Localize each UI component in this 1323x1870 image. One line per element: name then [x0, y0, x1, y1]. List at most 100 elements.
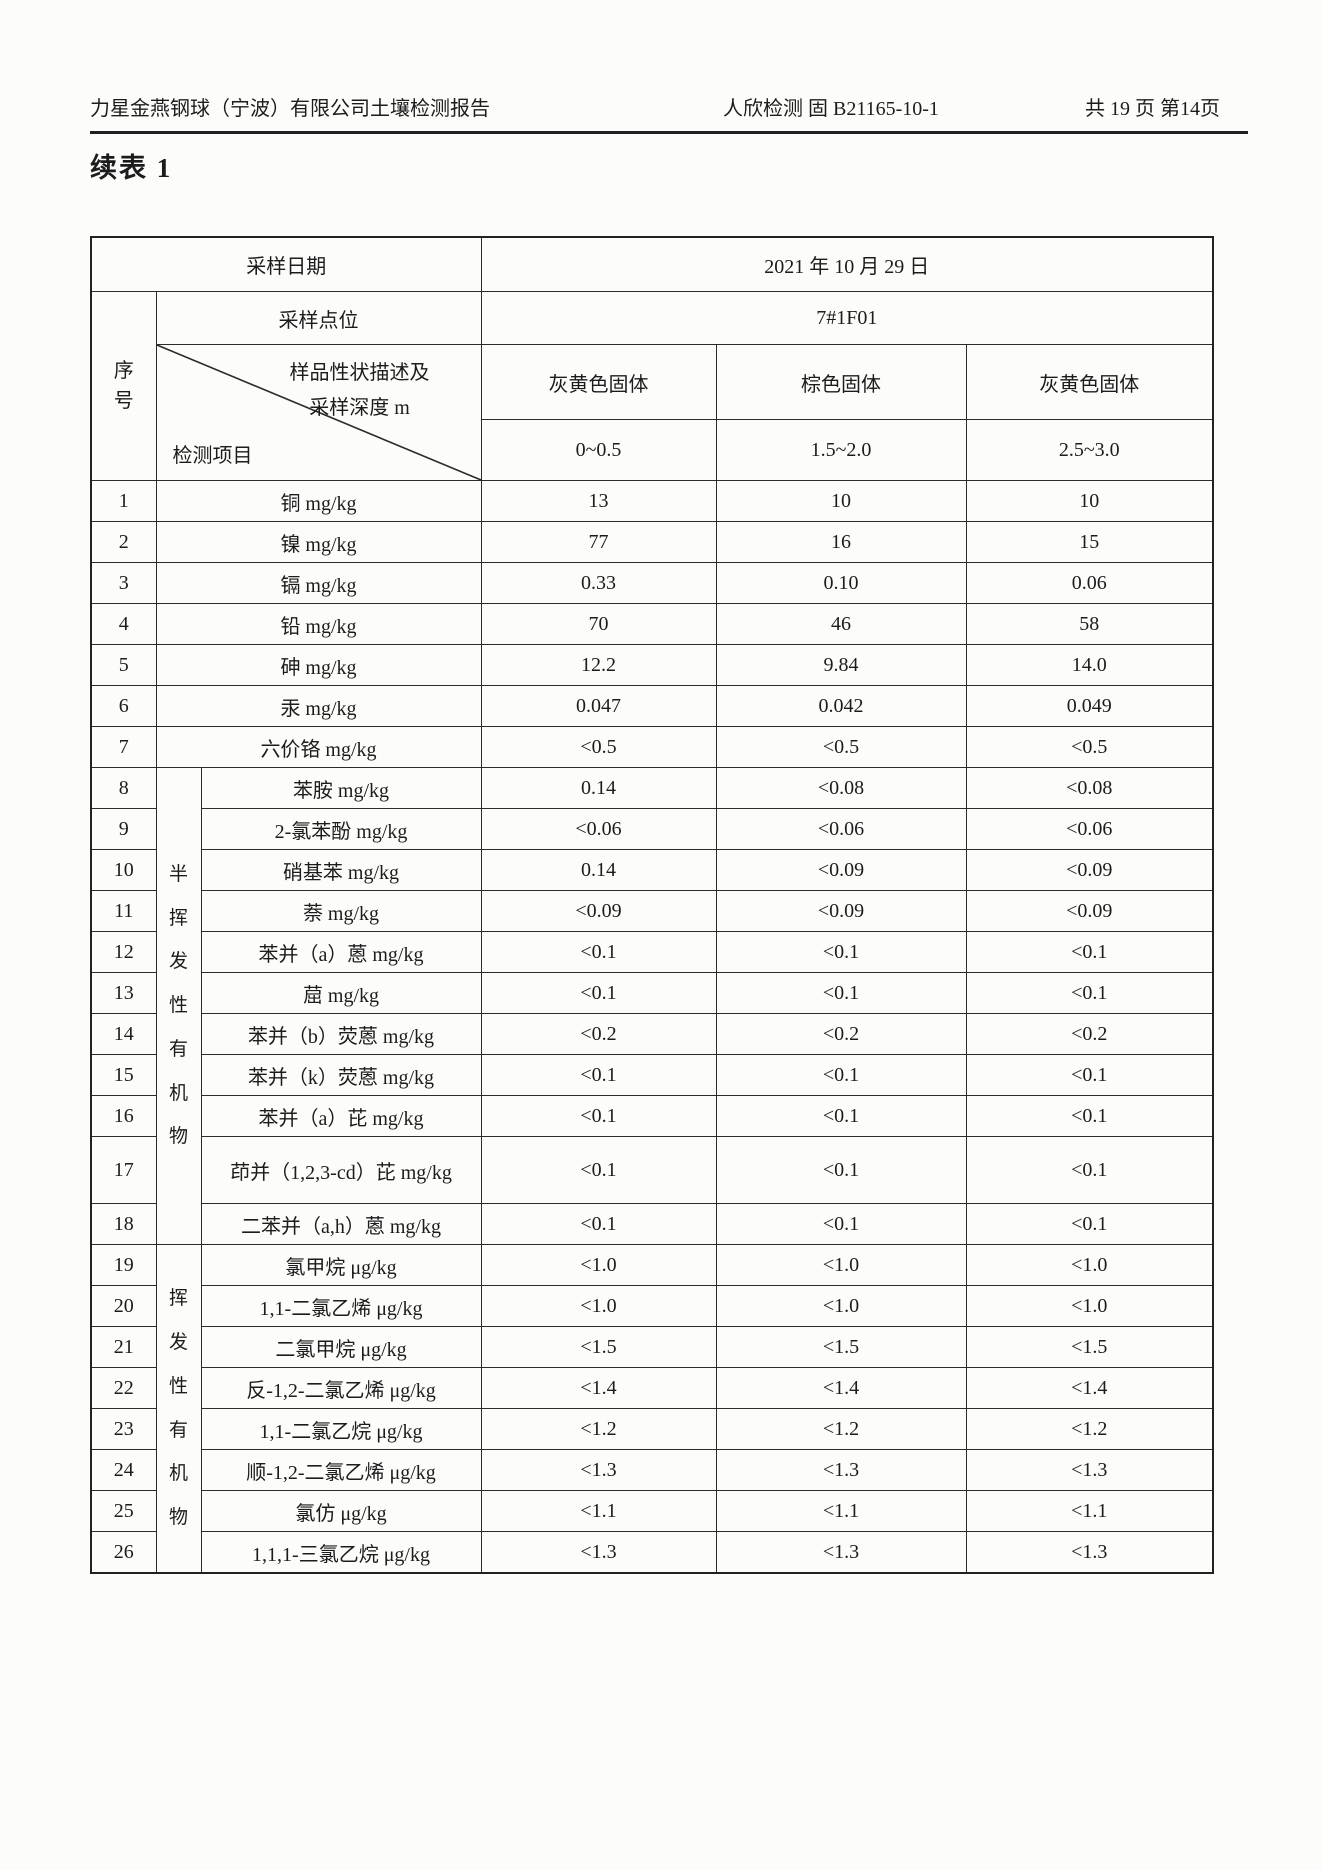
value-cell: 0.33 [480, 562, 717, 604]
value-cell: 0.047 [480, 685, 717, 727]
value-cell: <1.4 [715, 1367, 967, 1409]
value-cell: <1.0 [715, 1285, 967, 1327]
group-label-voc: 挥发性有机物 [168, 1288, 188, 1528]
value-cell: <0.09 [965, 890, 1214, 932]
value-cell: 10 [965, 480, 1214, 522]
value-cell: 9.84 [715, 644, 967, 686]
sample-description: 灰黄色固体 [480, 344, 717, 420]
value-cell: <0.09 [965, 849, 1214, 891]
table-row: 5 砷 mg/kg 12.2 9.84 14.0 [90, 644, 1214, 686]
depth-value: 0~0.5 [480, 419, 717, 481]
soil-test-table: 采样日期 2021 年 10 月 29 日 序号 采样点位 7#1F01 样品性… [90, 236, 1215, 1574]
value-cell: <0.5 [965, 726, 1214, 768]
table-row: 24 顺-1,2-二氯乙烯 μg/kg <1.3 <1.3 <1.3 [90, 1449, 1214, 1491]
analyte-label: 萘 mg/kg [200, 890, 482, 932]
header-report-number: 人欣检测 固 B21165-10-1 [723, 98, 939, 120]
analyte-label: 1,1-二氯乙烯 μg/kg [200, 1285, 482, 1327]
analyte-label: 2-氯苯酚 mg/kg [200, 808, 482, 850]
value-cell: <0.1 [715, 931, 967, 973]
row-no: 8 [90, 767, 157, 809]
value-cell: <1.4 [480, 1367, 717, 1409]
table-row: 10 硝基苯 mg/kg 0.14 <0.09 <0.09 [90, 849, 1214, 891]
value-cell: <1.0 [715, 1244, 967, 1286]
group-cell-svoc: 半挥发性有机物 [155, 767, 202, 1245]
row-no: 1 [90, 480, 157, 522]
diagonal-top-label: 样品性状描述及 采样深度 m [245, 356, 475, 426]
value-cell: 15 [965, 521, 1214, 563]
value-cell: <0.1 [480, 1054, 717, 1096]
value-cell: <1.3 [965, 1449, 1214, 1491]
table-row: 21 二氯甲烷 μg/kg <1.5 <1.5 <1.5 [90, 1326, 1214, 1368]
table-row: 17 茚并（1,2,3-cd）芘 mg/kg <0.1 <0.1 <0.1 [90, 1136, 1214, 1204]
analyte-label: 䓛 mg/kg [200, 972, 482, 1014]
value-cell: <0.08 [965, 767, 1214, 809]
value-cell: <0.1 [715, 972, 967, 1014]
value-cell: 0.14 [480, 849, 717, 891]
value-cell: <1.0 [965, 1285, 1214, 1327]
sampling-date-label: 采样日期 [90, 236, 482, 292]
value-cell: <0.1 [480, 1136, 717, 1204]
row-no: 6 [90, 685, 157, 727]
value-cell: <0.2 [965, 1013, 1214, 1055]
value-cell: <1.1 [715, 1490, 967, 1532]
row-no: 23 [90, 1408, 157, 1450]
table-row: 4 铅 mg/kg 70 46 58 [90, 603, 1214, 645]
sample-description-row: 样品性状描述及 采样深度 m 检测项目 灰黄色固体 棕色固体 灰黄色固体 [91, 344, 1214, 481]
analyte-label: 六价铬 mg/kg [155, 726, 482, 768]
row-no: 4 [90, 603, 157, 645]
value-cell: <0.09 [480, 890, 717, 932]
analyte-label: 顺-1,2-二氯乙烯 μg/kg [200, 1449, 482, 1491]
analyte-label: 反-1,2-二氯乙烯 μg/kg [200, 1367, 482, 1409]
analyte-label: 氯仿 μg/kg [200, 1490, 482, 1532]
table-row: 9 2-氯苯酚 mg/kg <0.06 <0.06 <0.06 [90, 808, 1214, 850]
header-page-count: 共 19 页 第14页 [1085, 98, 1220, 120]
table-row: 11 萘 mg/kg <0.09 <0.09 <0.09 [90, 890, 1214, 932]
analyte-label: 苯并（b）荧蒽 mg/kg [200, 1013, 482, 1055]
table-row: 3 镉 mg/kg 0.33 0.10 0.06 [90, 562, 1214, 604]
table-row: 25 氯仿 μg/kg <1.1 <1.1 <1.1 [90, 1490, 1214, 1532]
value-cell: 12.2 [480, 644, 717, 686]
value-cell: <0.1 [965, 1095, 1214, 1137]
depth-value: 2.5~3.0 [965, 419, 1214, 481]
row-no: 21 [90, 1326, 157, 1368]
analyte-label: 苯并（a）芘 mg/kg [200, 1095, 482, 1137]
value-cell: 14.0 [965, 644, 1214, 686]
sampling-date-value: 2021 年 10 月 29 日 [480, 236, 1214, 292]
running-header: 力星金燕钢球（宁波）有限公司土壤检测报告 人欣检测 固 B21165-10-1 … [90, 96, 1248, 134]
table-row: 20 1,1-二氯乙烯 μg/kg <1.0 <1.0 <1.0 [90, 1285, 1214, 1327]
value-cell: <1.0 [480, 1244, 717, 1286]
analyte-label: 铜 mg/kg [155, 480, 482, 522]
row-no: 19 [90, 1244, 157, 1286]
value-cell: <0.5 [480, 726, 717, 768]
row-no: 13 [90, 972, 157, 1014]
row-no: 17 [90, 1136, 157, 1204]
value-cell: <0.06 [965, 808, 1214, 850]
value-cell: <0.1 [715, 1054, 967, 1096]
sample-description: 棕色固体 [715, 344, 967, 420]
value-cell: <1.0 [480, 1285, 717, 1327]
analyte-label: 二氯甲烷 μg/kg [200, 1326, 482, 1368]
analyte-label: 二苯并（a,h）蒽 mg/kg [200, 1203, 482, 1245]
value-cell: <1.5 [965, 1326, 1214, 1368]
row-no: 7 [90, 726, 157, 768]
value-cell: <1.1 [965, 1490, 1214, 1532]
analyte-label: 茚并（1,2,3-cd）芘 mg/kg [200, 1136, 482, 1204]
depth-value: 1.5~2.0 [715, 419, 967, 481]
value-cell: <1.5 [715, 1326, 967, 1368]
value-cell: <0.1 [715, 1203, 967, 1245]
value-cell: <0.1 [965, 931, 1214, 973]
row-no: 5 [90, 644, 157, 686]
value-cell: <1.2 [715, 1408, 967, 1450]
table-row: 15 苯并（k）荧蒽 mg/kg <0.1 <0.1 <0.1 [90, 1054, 1214, 1096]
value-cell: 0.06 [965, 562, 1214, 604]
value-cell: <0.2 [480, 1013, 717, 1055]
analyte-label: 1,1,1-三氯乙烷 μg/kg [200, 1531, 482, 1574]
analyte-label: 苯并（k）荧蒽 mg/kg [200, 1054, 482, 1096]
analyte-label: 镍 mg/kg [155, 521, 482, 563]
sampling-date-row: 采样日期 2021 年 10 月 29 日 [90, 236, 1214, 292]
value-cell: 0.042 [715, 685, 967, 727]
analyte-label: 砷 mg/kg [155, 644, 482, 686]
value-cell: <1.3 [715, 1531, 967, 1574]
value-cell: 16 [715, 521, 967, 563]
